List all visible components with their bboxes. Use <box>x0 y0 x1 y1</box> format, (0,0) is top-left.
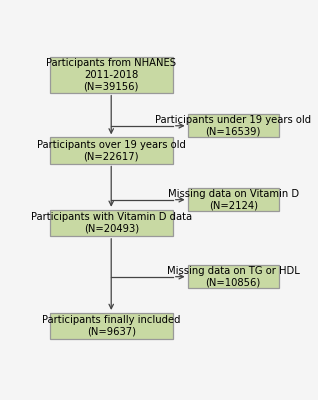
FancyBboxPatch shape <box>50 57 173 93</box>
Text: Missing data on TG or HDL
(N=10856): Missing data on TG or HDL (N=10856) <box>167 266 300 288</box>
Text: Participants with Vitamin D data
(N=20493): Participants with Vitamin D data (N=2049… <box>31 212 192 234</box>
Text: Participants under 19 years old
(N=16539): Participants under 19 years old (N=16539… <box>155 115 311 136</box>
FancyBboxPatch shape <box>50 210 173 236</box>
Text: Participants over 19 years old
(N=22617): Participants over 19 years old (N=22617) <box>37 140 186 161</box>
FancyBboxPatch shape <box>50 313 173 339</box>
FancyBboxPatch shape <box>188 188 279 211</box>
Text: Missing data on Vitamin D
(N=2124): Missing data on Vitamin D (N=2124) <box>168 189 299 210</box>
FancyBboxPatch shape <box>188 265 279 288</box>
FancyBboxPatch shape <box>188 114 279 137</box>
FancyBboxPatch shape <box>50 137 173 164</box>
Text: Participants finally included
(N=9637): Participants finally included (N=9637) <box>42 315 181 337</box>
Text: Participants from NHANES
2011-2018
(N=39156): Participants from NHANES 2011-2018 (N=39… <box>46 58 176 92</box>
